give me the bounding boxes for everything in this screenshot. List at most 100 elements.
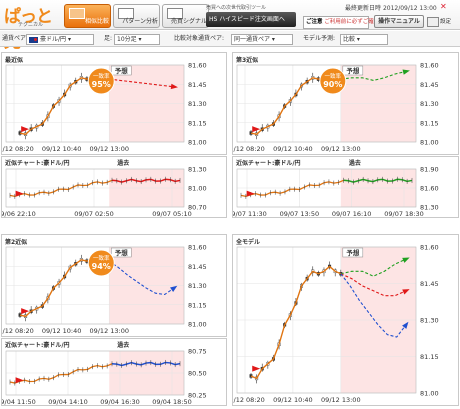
x-tick-label: 09/07 18:30 [384, 210, 424, 218]
plot-frame [5, 246, 185, 325]
hs-caption: 売買への次世代取引ツール [206, 5, 267, 11]
panel-title: 全モデル [236, 239, 261, 246]
forecast-label: 予想 [115, 66, 129, 75]
match-rate-label: 一致率 [93, 254, 110, 262]
plot-frame [236, 246, 417, 394]
model-label: モデル予測: [303, 35, 336, 42]
wave-icon [118, 8, 134, 19]
subpanel-nearest-3: 近似チャート:豪ドル/円 過去 81.90 81.60 81.30 09/07 11:30… [227, 156, 459, 218]
forecast-label-box [110, 65, 132, 76]
high-speed-order-button[interactable]: HS ハイスピード注文画面へ [206, 12, 296, 27]
x-tick-label: 09/07 13:50 [280, 210, 320, 218]
x-tick-label: 09/06 22:10 [2, 210, 36, 218]
main-chart-nearest-1: 81.60 81.45 81.30 81.15 81.00 09/12 08:20 09/1… [0, 62, 207, 154]
settings-button[interactable]: 設定 [440, 19, 452, 25]
x-tick-label: 09/12 08:20 [233, 396, 265, 404]
plot-frame [236, 64, 417, 143]
match-rate-value: 94% [92, 262, 111, 271]
forecast-arrow-icon [170, 83, 178, 90]
main-chart-nearest-2: 81.60 81.45 81.30 81.15 81.00 09/12 08:20 09/1… [0, 244, 207, 336]
forecast-arrow-icon [402, 321, 409, 329]
y-tick-label: 81.30 [188, 166, 207, 174]
tab-pattern-analysis[interactable]: パターン分析 [113, 4, 160, 28]
y-tick-label: 81.15 [188, 301, 207, 309]
matched-price-line [9, 363, 113, 384]
y-tick-label: 81.60 [188, 62, 207, 70]
y-tick-label: 81.60 [420, 244, 439, 252]
match-rate-value: 95% [92, 80, 111, 89]
y-tick-label: 81.15 [420, 119, 439, 127]
forecast-label: 予想 [115, 248, 129, 257]
plot-frame [5, 350, 185, 396]
y-tick-label: 81.45 [188, 263, 207, 271]
y-tick-label: 81.00 [420, 390, 439, 398]
start-arrow-icon [252, 365, 261, 372]
compare-label: 比較対象通貨ペア: [174, 35, 225, 42]
forecast-arrow-icon [402, 69, 410, 75]
forecast-line [340, 273, 407, 297]
match-rate-badge [87, 67, 115, 95]
panel-title: 最近似 [5, 57, 24, 64]
x-tick-label: 09/07 05:10 [152, 210, 192, 218]
y-tick-label: 81.30 [188, 282, 207, 290]
y-tick-label: 81.30 [420, 317, 439, 325]
start-arrow-icon [15, 190, 24, 197]
close-icon[interactable]: ✕ [440, 2, 447, 11]
matched-price-line [9, 179, 113, 198]
y-tick-label: 81.30 [188, 100, 207, 108]
x-tick-label: 09/12 10:40 [273, 145, 313, 153]
panel-all-models: 81.60 81.45 81.30 81.15 81.00 09/12 08:20 09/1… [225, 234, 459, 406]
tab-similar-compare[interactable]: 相似比較 [64, 4, 111, 28]
forecast-label-box [342, 247, 364, 258]
model-select[interactable]: 比較 ▾ [340, 34, 388, 45]
panel-title: 第2近似 [5, 239, 28, 246]
match-rate-badge [87, 249, 115, 277]
timeframe-select[interactable]: 10分足 ▾ [114, 34, 160, 45]
matched-price-line [240, 179, 344, 198]
tab-label: 売買シグナル [170, 18, 207, 25]
tab-trade-signal[interactable]: 売買シグナル [162, 4, 209, 28]
caution-text: ご利用前に必ずご確認ください [324, 19, 402, 25]
sub-chart-title: 近似チャート:豪ドル/円 [236, 159, 301, 167]
y-tick-label: 81.00 [420, 139, 439, 147]
y-tick-label: 81.60 [420, 185, 439, 193]
hs-button-label: ハイスピード注文画面へ [219, 16, 285, 23]
start-arrow-icon [21, 308, 30, 315]
x-tick-label: 09/12 08:20 [233, 145, 265, 153]
forecast-line [109, 78, 175, 88]
x-tick-label: 09/04 11:50 [2, 398, 36, 406]
x-tick-label: 09/12 10:40 [273, 396, 313, 404]
start-arrow-icon [21, 126, 30, 133]
y-tick-label: 81.00 [188, 139, 207, 147]
pair-select[interactable]: 豪ドル/円 ▾ [26, 34, 94, 45]
caution-link[interactable]: ご注意 ご利用前に必ずご確認ください [303, 16, 401, 29]
x-tick-label: 09/07 11:30 [233, 210, 267, 218]
y-tick-label: 81.90 [420, 166, 439, 174]
au-flag-icon [29, 36, 38, 43]
subpanel-nearest-2: 近似チャート:豪ドル/円 過去 80.75 80.50 80.25 09/04 11:50… [0, 338, 227, 406]
manual-button[interactable]: 操作マニュアル [374, 15, 424, 28]
x-tick-label: 09/04 14:10 [48, 398, 88, 406]
start-arrow-icon [246, 190, 255, 197]
forecast-line [108, 260, 175, 296]
caution-label: ご注意 [306, 19, 323, 25]
x-tick-label: 09/12 08:20 [2, 327, 34, 335]
panel-nearest-3: 81.60 81.45 81.30 81.15 81.00 09/12 08:20 09/1… [225, 52, 459, 155]
y-tick-label: 80.25 [188, 392, 207, 400]
actual-price-line [250, 265, 342, 380]
forecast-arrow-icon [402, 289, 410, 295]
pair-value: 豪ドル/円 [40, 36, 67, 43]
timeframe-label: 足: [104, 35, 113, 42]
compare-select[interactable]: 同一通貨ペア ▾ [231, 34, 293, 45]
high-speed-order: 売買への次世代取引ツール HS ハイスピード注文画面へ [206, 4, 296, 28]
y-tick-label: 80.50 [188, 370, 207, 378]
updated-value: 2012/09/12 13:00 [382, 5, 437, 12]
compare-value: 同一通貨ペア [234, 36, 271, 43]
toolbar: 通貨ペア: 豪ドル/円 ▾ 足: 10分足 ▾ 比較対象通貨ペア: 同一通貨ペア… [0, 31, 460, 47]
x-tick-label: 09/07 02:50 [74, 210, 114, 218]
y-tick-label: 81.00 [188, 185, 207, 193]
model-value: 比較 [343, 36, 356, 43]
forecast-line [340, 258, 407, 277]
print-icon[interactable] [427, 17, 439, 27]
sub-chart-nearest-1: 近似チャート:豪ドル/円 過去 81.30 81.00 80.70 09/06 22:10… [0, 159, 207, 218]
